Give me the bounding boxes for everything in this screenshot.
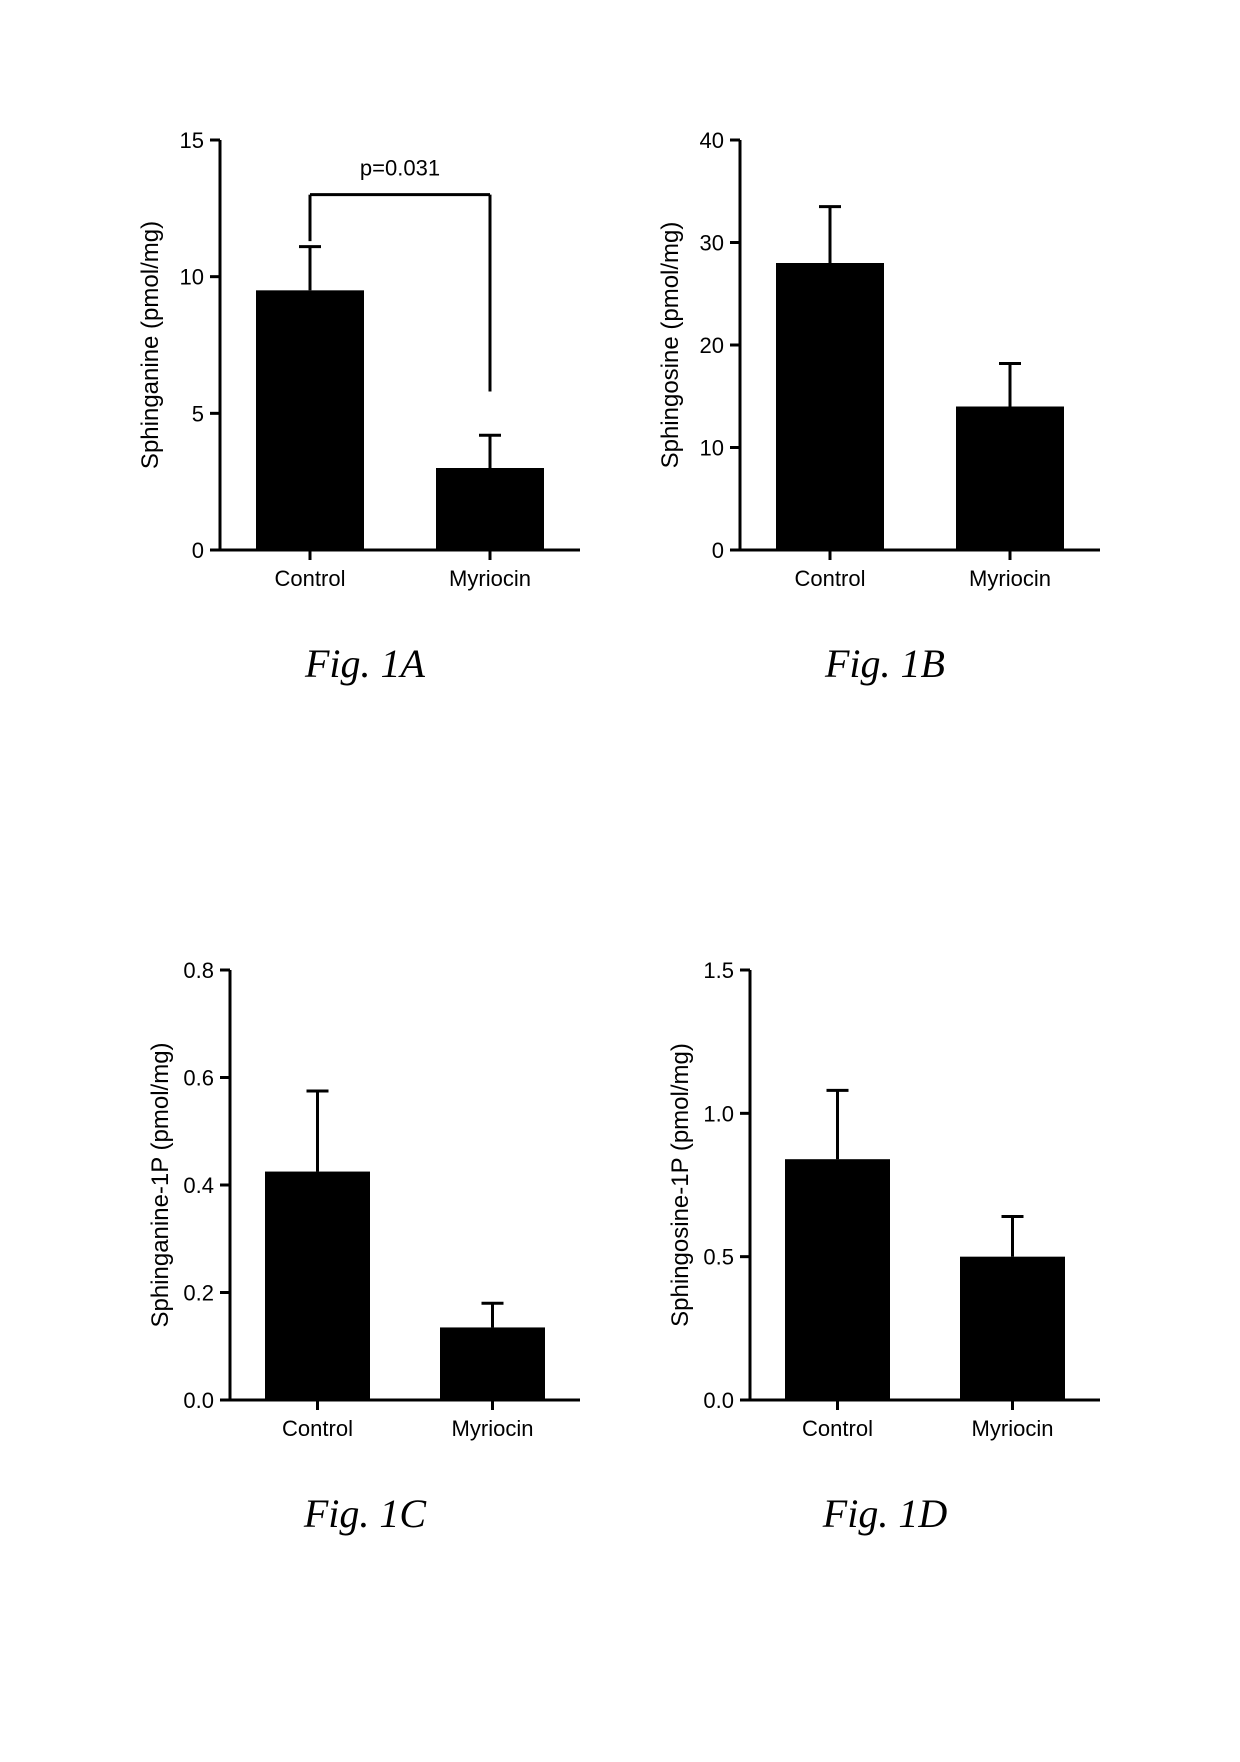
y-tick-label: 0.8 [183,958,214,983]
category-label: Myriocin [449,566,531,591]
category-label: Control [282,1416,353,1441]
category-label: Myriocin [452,1416,534,1441]
category-label: Myriocin [969,566,1051,591]
y-tick-label: 0.2 [183,1281,214,1306]
bar [265,1172,370,1400]
category-label: Control [795,566,866,591]
chart-b: 0 10 20 30 40 Sphingosine (pmol/mg) Control Myr… [650,110,1120,640]
chart-a: 0 5 10 15 Sphinganine (pmol/mg) Control Myrioc… [130,110,600,640]
y-tick-label: 0.0 [183,1388,214,1413]
y-tick-label: 0.4 [183,1173,214,1198]
y-tick-label: 0.6 [183,1066,214,1091]
panel-c: 0.0 0.2 0.4 0.6 0.8 Sphinganine-1P (pmol/mg) C… [130,940,600,1500]
bar [440,1327,545,1400]
y-tick-label: 5 [192,401,204,426]
y-tick-label: 0 [712,538,724,563]
y-axis-label: Sphingosine-1P (pmol/mg) [667,1043,694,1327]
figure-label: Fig. 1D [650,1490,1120,1537]
figure-label: Fig. 1B [650,640,1120,687]
figure-label: Fig. 1C [130,1490,600,1537]
bar [960,1257,1065,1400]
y-axis-label: Sphinganine (pmol/mg) [137,221,164,469]
bar [256,290,364,550]
category-label: Myriocin [972,1416,1054,1441]
category-label: Control [802,1416,873,1441]
bar [776,263,884,550]
chart-c: 0.0 0.2 0.4 0.6 0.8 Sphinganine-1P (pmol/mg) C… [130,940,600,1500]
y-tick-label: 40 [700,128,724,153]
significance-label: p=0.031 [360,156,440,181]
panel-a: 0 5 10 15 Sphinganine (pmol/mg) Control Myrioc… [130,110,600,640]
figure-label: Fig. 1A [130,640,600,687]
y-tick-label: 0 [192,538,204,563]
y-tick-label: 1.0 [703,1101,734,1126]
y-tick-label: 1.5 [703,958,734,983]
bar [436,468,544,550]
y-tick-label: 20 [700,333,724,358]
chart-d: 0.0 0.5 1.0 1.5 Sphingosine-1P (pmol/mg) Cont… [650,940,1120,1500]
y-tick-label: 30 [700,231,724,256]
y-tick-label: 0.0 [703,1388,734,1413]
y-axis-label: Sphingosine (pmol/mg) [657,222,684,469]
y-tick-label: 10 [180,265,204,290]
category-label: Control [275,566,346,591]
bar [785,1159,890,1400]
figure-page: 0 5 10 15 Sphinganine (pmol/mg) Control Myrioc… [0,0,1240,1762]
y-tick-label: 15 [180,128,204,153]
y-axis-label: Sphinganine-1P (pmol/mg) [147,1042,174,1327]
y-tick-label: 10 [700,436,724,461]
panel-b: 0 10 20 30 40 Sphingosine (pmol/mg) Control Myr… [650,110,1120,640]
panel-d: 0.0 0.5 1.0 1.5 Sphingosine-1P (pmol/mg) Cont… [650,940,1120,1500]
bar [956,407,1064,551]
y-tick-label: 0.5 [703,1245,734,1270]
